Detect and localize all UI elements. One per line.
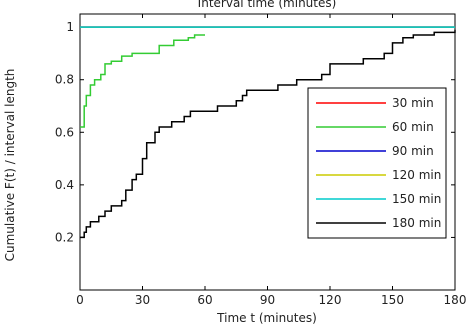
y-tick-label: 1 <box>66 20 74 34</box>
ticks-layer: 0 30 60 90 120 150 180 0.2 0.4 0.6 0.8 1 <box>55 14 467 307</box>
legend-label: 60 min <box>392 120 434 134</box>
y-tick-label: 0.8 <box>55 73 74 87</box>
y-tick-label: 0.4 <box>55 178 74 192</box>
legend: 30 min 60 min 90 min 120 min 150 min 180 min <box>307 87 447 239</box>
y-tick-label: 0.6 <box>55 125 74 139</box>
x-tick-label: 150 <box>381 293 404 307</box>
x-tick-label: 0 <box>76 293 84 307</box>
x-tick-label: 180 <box>444 293 467 307</box>
y-axis-label: Cumulative F(t) / interval length <box>3 69 17 262</box>
series-layer <box>80 26 456 239</box>
legend-label: 150 min <box>392 192 441 206</box>
chart-title: Interval time (minutes) <box>198 0 337 10</box>
x-tick-label: 60 <box>197 293 212 307</box>
legend-label: 30 min <box>392 96 434 110</box>
legend-label: 180 min <box>392 216 441 230</box>
series-line-60-min <box>80 34 205 128</box>
legend-box <box>307 87 447 239</box>
x-tick-label: 30 <box>135 293 150 307</box>
series-line-180-min <box>80 29 456 239</box>
x-tick-label: 90 <box>260 293 275 307</box>
x-tick-label: 120 <box>319 293 342 307</box>
y-tick-label: 0.2 <box>55 230 74 244</box>
x-axis-label: Time t (minutes) <box>216 311 317 325</box>
legend-label: 90 min <box>392 144 434 158</box>
legend-label: 120 min <box>392 168 441 182</box>
